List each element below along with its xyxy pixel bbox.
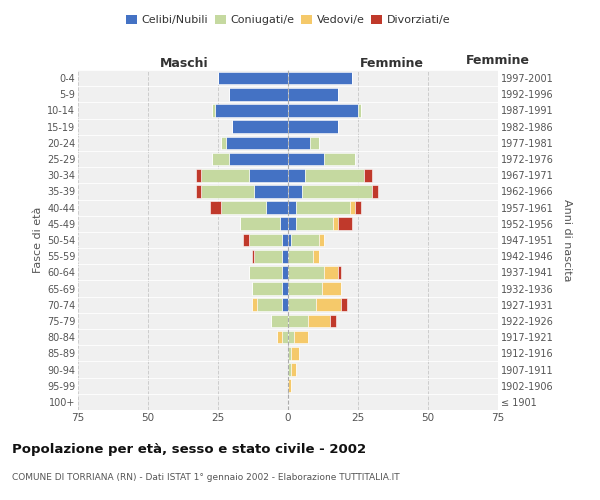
Bar — [249, 234, 283, 246]
Bar — [310, 136, 319, 149]
Bar — [288, 72, 352, 85]
Bar — [196, 185, 201, 198]
Bar — [291, 347, 299, 360]
Bar — [251, 298, 257, 311]
Bar — [288, 250, 313, 262]
Bar — [355, 202, 361, 214]
Bar — [341, 298, 347, 311]
Bar — [330, 314, 335, 328]
Text: Popolazione per età, sesso e stato civile - 2002: Popolazione per età, sesso e stato civil… — [12, 442, 366, 456]
Bar — [215, 104, 288, 117]
Bar — [325, 266, 338, 278]
Text: Maschi: Maschi — [160, 57, 209, 70]
Bar — [338, 266, 341, 278]
Bar — [266, 202, 288, 214]
Bar — [288, 314, 308, 328]
Bar — [283, 282, 288, 295]
Bar — [280, 218, 288, 230]
Bar — [296, 218, 333, 230]
Bar — [243, 234, 249, 246]
Y-axis label: Anni di nascita: Anni di nascita — [562, 198, 572, 281]
Bar — [288, 298, 316, 311]
Bar — [302, 185, 372, 198]
Bar — [322, 282, 341, 295]
Bar — [283, 266, 288, 278]
Bar — [201, 185, 254, 198]
Text: COMUNE DI TORRIANA (RN) - Dati ISTAT 1° gennaio 2002 - Elaborazione TUTTITALIA.I: COMUNE DI TORRIANA (RN) - Dati ISTAT 1° … — [12, 472, 400, 482]
Bar — [221, 136, 226, 149]
Bar — [251, 282, 283, 295]
Y-axis label: Fasce di età: Fasce di età — [32, 207, 43, 273]
Text: Femmine: Femmine — [466, 54, 530, 66]
Bar — [218, 72, 288, 85]
Bar — [291, 363, 296, 376]
Bar — [288, 152, 325, 166]
Bar — [291, 234, 319, 246]
Bar — [201, 169, 249, 181]
Bar — [313, 250, 319, 262]
Bar — [254, 185, 288, 198]
Bar — [288, 120, 338, 133]
Bar — [364, 169, 372, 181]
Bar — [283, 234, 288, 246]
Bar — [372, 185, 377, 198]
Bar — [288, 104, 358, 117]
Bar — [293, 331, 308, 344]
Bar — [333, 218, 338, 230]
Bar — [212, 152, 229, 166]
Bar — [288, 380, 291, 392]
Bar — [271, 314, 288, 328]
Bar — [325, 152, 355, 166]
Bar — [288, 185, 302, 198]
Bar — [241, 218, 280, 230]
Bar — [209, 202, 221, 214]
Bar — [249, 169, 288, 181]
Bar — [283, 331, 288, 344]
Bar — [296, 202, 350, 214]
Bar — [305, 169, 364, 181]
Bar — [288, 88, 338, 101]
Bar — [288, 347, 291, 360]
Bar — [288, 136, 310, 149]
Bar — [338, 218, 352, 230]
Bar — [308, 314, 330, 328]
Text: Femmine: Femmine — [359, 57, 424, 70]
Bar — [358, 104, 361, 117]
Bar — [288, 266, 325, 278]
Bar — [316, 298, 341, 311]
Bar — [288, 169, 305, 181]
Bar — [350, 202, 355, 214]
Bar — [196, 169, 201, 181]
Legend: Celibi/Nubili, Coniugati/e, Vedovi/e, Divorziati/e: Celibi/Nubili, Coniugati/e, Vedovi/e, Di… — [121, 10, 455, 30]
Bar — [288, 331, 293, 344]
Bar — [221, 202, 266, 214]
Bar — [288, 234, 291, 246]
Bar — [319, 234, 325, 246]
Bar — [229, 88, 288, 101]
Bar — [226, 136, 288, 149]
Bar — [288, 363, 291, 376]
Bar — [288, 282, 322, 295]
Bar — [283, 298, 288, 311]
Bar — [229, 152, 288, 166]
Bar — [232, 120, 288, 133]
Bar — [277, 331, 283, 344]
Bar — [251, 250, 254, 262]
Bar — [249, 266, 283, 278]
Bar — [283, 250, 288, 262]
Bar — [288, 202, 296, 214]
Bar — [212, 104, 215, 117]
Bar — [288, 218, 296, 230]
Bar — [257, 298, 283, 311]
Bar — [254, 250, 283, 262]
